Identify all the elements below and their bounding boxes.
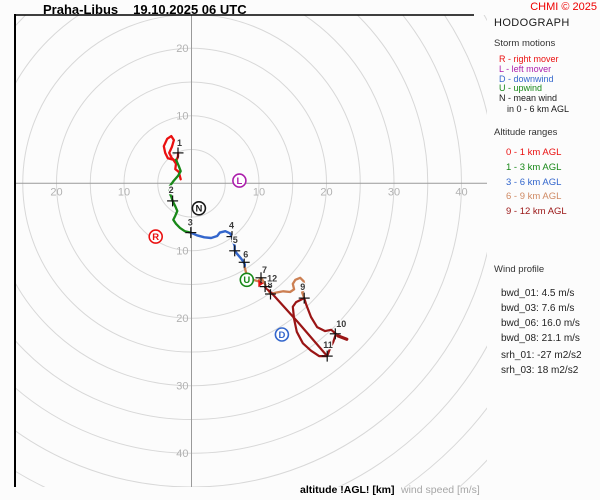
wind-profile-heading: Wind profile <box>494 264 545 275</box>
sounding-datetime: 19.10.2025 06 UTC <box>133 2 247 17</box>
altitude-label-4: 4 <box>229 221 234 231</box>
brand-copyright: CHMI © 2025 <box>530 1 597 13</box>
altitude-label-6: 6 <box>243 249 248 259</box>
storm-marker-letter-R: R <box>152 232 159 243</box>
altitude-range-item-0: 0 - 1 km AGL <box>506 147 562 158</box>
altitude-label-12: 12 <box>267 274 277 284</box>
altitude-label-2: 2 <box>169 185 174 195</box>
y-tick-bottom-40: 40 <box>176 448 188 460</box>
y-tick-bottom-10: 10 <box>176 245 188 257</box>
range-ring-45 <box>15 15 487 487</box>
altitude-ranges-heading: Altitude ranges <box>494 127 558 138</box>
storm-marker-letter-N: N <box>195 204 202 215</box>
wind-profile-item-3: bwd_08: 21.1 m/s <box>501 333 580 344</box>
x-tick-left-20: 20 <box>50 186 62 198</box>
storm-legend-item-4: N - mean wind <box>499 93 558 104</box>
page-title: Praha-Libus 19.10.2025 06 UTC <box>43 2 247 17</box>
altitude-range-item-1: 1 - 3 km AGL <box>506 161 562 173</box>
altitude-label-10: 10 <box>336 319 346 329</box>
windspeed-axis-caption: wind speed [m/s] <box>401 484 480 496</box>
trace-seg-9-12kmreturnleg11to12 <box>264 286 329 358</box>
trace-seg-barbat10km <box>336 334 349 341</box>
altitude-range-item-4: 9 - 12 km AGL <box>506 206 567 218</box>
storm-legend-item-0: R - right mover <box>499 54 559 64</box>
altitude-range-item-3: 6 - 9 km AGL <box>506 191 562 203</box>
x-tick-left-10: 10 <box>118 186 130 198</box>
y-tick-bottom-20: 20 <box>176 313 188 325</box>
altitude-axis-caption: altitude !AGL! [km] <box>300 484 395 496</box>
altitude-range-item-2: 3 - 6 km AGL <box>506 176 562 188</box>
storm-marker-letter-U: U <box>243 275 250 286</box>
panel-title: HODOGRAPH <box>494 17 570 29</box>
x-tick-right-30: 30 <box>388 186 400 198</box>
storm-marker-circle-U <box>239 272 255 288</box>
storm-legend-item-3: U - upwind <box>499 83 543 94</box>
altitude-label-1: 1 <box>177 138 182 148</box>
x-tick-right-10: 10 <box>253 186 265 198</box>
srh-item-0: srh_01: -27 m2/s2 <box>501 350 582 361</box>
range-ring-35 <box>15 15 429 420</box>
x-tick-right-20: 20 <box>320 186 332 198</box>
storm-marker-circle-L <box>232 173 247 188</box>
range-ring-55 <box>404 407 487 487</box>
storm-marker-letter-L: L <box>236 176 242 187</box>
range-ring-50 <box>15 15 487 487</box>
storm-motions-heading: Storm motions <box>494 38 556 49</box>
storm-marker-circle-D <box>274 327 290 342</box>
trace-0-1kmAGL <box>162 134 182 181</box>
altitude-label-7: 7 <box>262 265 267 275</box>
wind-profile-item-2: bwd_06: 16.0 m/s <box>501 318 580 329</box>
altitude-label-3: 3 <box>188 218 193 228</box>
storm-marker-letter-D: D <box>278 330 285 341</box>
storm-legend-item-1: L - left mover <box>499 63 552 74</box>
storm-marker-circle-R <box>148 229 163 244</box>
station-name: Praha-Libus <box>43 2 119 17</box>
altitude-label-11: 11 <box>323 340 333 350</box>
y-tick-bottom-30: 30 <box>176 380 188 392</box>
wind-profile-item-1: bwd_03: 7.6 m/s <box>501 303 575 314</box>
y-tick-top-20: 20 <box>176 43 188 55</box>
altitude-ranges-legend: 0 - 1 km AGL 1 - 3 km AGL 3 - 6 km AGL 6 - … <box>506 146 567 220</box>
storm-legend-item-2: D - downwind <box>499 73 554 84</box>
storm-motion-legend: R - right mover L - left mover D - downwin… <box>499 54 559 104</box>
srh-item-1: srh_03: 18 m2/s2 <box>501 365 579 376</box>
storm-motion-note: in 0 - 6 km AGL <box>507 104 570 114</box>
storm-marker-circle-N <box>191 201 207 216</box>
altitude-label-9: 9 <box>300 282 305 292</box>
altitude-label-5: 5 <box>233 235 238 245</box>
red-arrowhead-marker <box>258 279 264 288</box>
wind-profile-item-0: bwd_01: 4.5 m/s <box>501 288 575 299</box>
wind-profile-values: bwd_01: 4.5 m/s bwd_03: 7.6 m/s bwd_06: 16… <box>501 286 580 346</box>
x-tick-right-40: 40 <box>455 186 467 198</box>
y-tick-top-10: 10 <box>176 110 188 122</box>
srh-values: srh_01: -27 m2/s2 srh_03: 18 m2/s2 <box>501 348 582 378</box>
altitude-label-8: 8 <box>268 280 273 290</box>
